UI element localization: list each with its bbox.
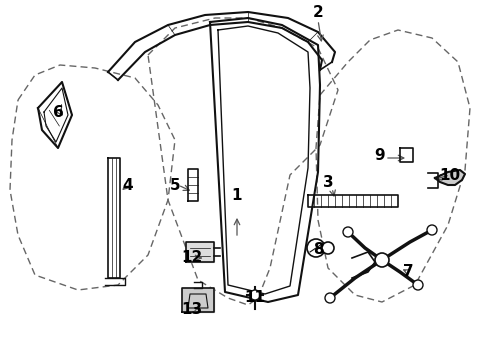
Text: 12: 12	[181, 251, 203, 266]
Circle shape	[250, 290, 260, 300]
Text: 13: 13	[181, 302, 202, 318]
Text: 6: 6	[52, 104, 63, 120]
Text: 2: 2	[313, 5, 323, 19]
Text: 4: 4	[122, 177, 133, 193]
Text: 3: 3	[323, 175, 333, 189]
Text: 11: 11	[245, 291, 266, 306]
Text: 8: 8	[313, 243, 323, 257]
Circle shape	[413, 280, 423, 290]
Text: 7: 7	[403, 265, 413, 279]
Circle shape	[375, 253, 389, 267]
Circle shape	[307, 239, 325, 257]
Circle shape	[427, 225, 437, 235]
Circle shape	[325, 293, 335, 303]
Circle shape	[343, 227, 353, 237]
Polygon shape	[182, 288, 214, 312]
Polygon shape	[435, 170, 465, 185]
Polygon shape	[186, 242, 214, 262]
Text: 5: 5	[170, 177, 180, 193]
Circle shape	[322, 242, 334, 254]
Text: 9: 9	[375, 148, 385, 162]
Text: 10: 10	[440, 167, 461, 183]
Text: 1: 1	[232, 188, 242, 202]
